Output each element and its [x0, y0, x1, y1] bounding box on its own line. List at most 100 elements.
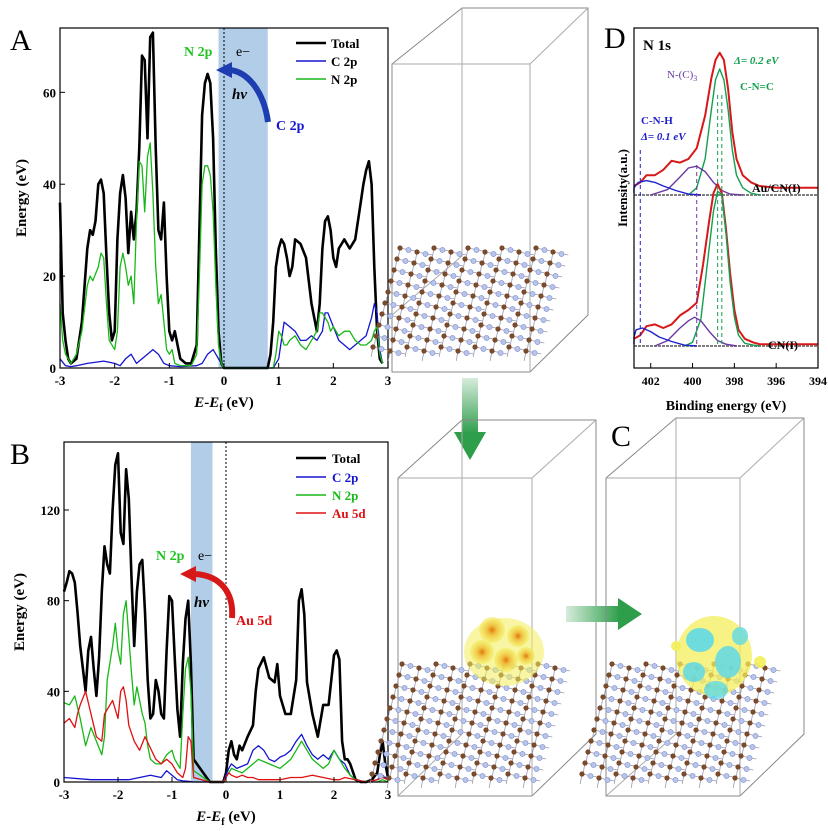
nitrogen-atom	[446, 346, 453, 352]
carbon-atom	[459, 267, 465, 273]
nitrogen-atom	[607, 766, 614, 772]
nitrogen-atom	[480, 711, 487, 717]
carbon-atom	[379, 311, 385, 317]
carbon-atom	[698, 775, 704, 781]
box-inner-edges-c	[605, 417, 805, 797]
nitrogen-atom	[401, 328, 408, 334]
carbon-atom	[543, 698, 549, 704]
legend-a-total: Total	[331, 36, 360, 51]
panel-b-x-tick-label: 2	[331, 787, 338, 802]
nitrogen-atom	[692, 762, 699, 768]
carbon-atom	[682, 709, 688, 715]
nitrogen-atom	[746, 755, 753, 761]
xps-cn-i-c-n-c	[683, 190, 760, 347]
nitrogen-atom	[689, 773, 696, 779]
carbon-atom	[427, 326, 433, 332]
carbon-atom	[492, 337, 498, 343]
panel-a-hv-annotation: hν	[232, 87, 247, 103]
nitrogen-atom	[508, 733, 515, 739]
carbon-atom	[382, 300, 388, 306]
nitrogen-atom	[628, 689, 635, 695]
nitrogen-atom	[407, 306, 414, 312]
nitrogen-atom	[668, 667, 675, 673]
carbon-atom	[664, 775, 670, 781]
nitrogen-atom	[495, 291, 502, 297]
carbon-atom	[389, 764, 395, 770]
nitrogen-atom	[693, 700, 700, 706]
transition-arrow-right-icon	[566, 598, 642, 630]
sample-label-au-cn: Au/CN(I)	[752, 181, 801, 195]
nitrogen-atom	[520, 689, 527, 695]
carbon-atom	[654, 687, 660, 693]
nitrogen-atom	[424, 302, 431, 308]
carbon-atom	[494, 753, 500, 759]
nitrogen-atom	[445, 773, 452, 779]
carbon-atom	[679, 720, 685, 726]
carbon-atom	[547, 260, 553, 266]
panel-a-x-tick-label: -2	[109, 373, 120, 388]
nitrogen-atom	[436, 258, 443, 264]
carbon-atom	[418, 716, 424, 722]
carbon-atom	[457, 764, 463, 770]
carbon-atom	[426, 753, 432, 759]
nitrogen-atom	[518, 273, 525, 279]
carbon-atom	[491, 764, 497, 770]
carbon-atom	[660, 665, 666, 671]
carbon-atom	[439, 282, 445, 288]
carbon-atom	[620, 687, 626, 693]
nitrogen-atom	[732, 740, 739, 746]
nitrogen-atom	[429, 350, 436, 356]
carbon-atom	[469, 720, 475, 726]
xps-cn-i-fit	[633, 183, 818, 346]
carbon-atom	[410, 322, 416, 328]
panel-a-legend: Total C 2p N 2p	[296, 36, 360, 87]
nitrogen-atom	[485, 751, 492, 757]
nitrogen-atom	[715, 744, 722, 750]
nitrogen-atom	[681, 744, 688, 750]
nitrogen-atom	[540, 317, 547, 323]
nitrogen-atom	[667, 729, 674, 735]
carbon-atom	[599, 764, 605, 770]
panel-b-x-tick-label: -1	[167, 787, 178, 802]
carbon-atom	[735, 764, 741, 770]
nitrogen-atom	[426, 718, 433, 724]
carbon-atom	[506, 344, 512, 350]
nitrogen-atom	[505, 744, 512, 750]
nitrogen-atom	[430, 280, 437, 286]
nitrogen-atom	[500, 696, 507, 702]
nitrogen-atom	[514, 711, 521, 717]
carbon-atom	[600, 694, 606, 700]
carbon-atom	[693, 727, 699, 733]
nitrogen-atom	[421, 313, 428, 319]
carbon-atom	[510, 271, 516, 277]
nitrogen-atom	[630, 740, 637, 746]
carbon-atom	[676, 731, 682, 737]
carbon-atom	[448, 249, 454, 255]
nitrogen-atom	[444, 295, 451, 301]
carbon-atom	[537, 720, 543, 726]
carbon-atom	[470, 293, 476, 299]
nitrogen-atom	[622, 711, 629, 717]
nitrogen-atom	[675, 766, 682, 772]
carbon-atom	[424, 694, 430, 700]
nitrogen-atom	[554, 689, 561, 695]
panel-a-series-n-2p	[59, 142, 384, 369]
carbon-atom	[406, 760, 412, 766]
nitrogen-atom	[452, 324, 459, 330]
cn-lattice-au-loaded	[369, 661, 571, 788]
nitrogen-atom	[422, 251, 429, 257]
nitrogen-atom	[489, 313, 496, 319]
nitrogen-atom	[458, 302, 465, 308]
nitrogen-atom	[477, 722, 484, 728]
carbon-atom	[546, 687, 552, 693]
nitrogen-atom	[386, 740, 393, 746]
nitrogen-atom	[380, 762, 387, 768]
nitrogen-atom	[418, 324, 425, 330]
nitrogen-atom	[520, 324, 527, 330]
nitrogen-atom	[645, 685, 652, 691]
carbon-atom	[474, 760, 480, 766]
carbon-atom	[424, 337, 430, 343]
panel-d-xps-chart: 402 400 398 396 394 N 1s Intensity(a.u.) Bin…	[615, 27, 827, 414]
panel-b-au5d-annotation: Au 5d	[236, 614, 272, 629]
carbon-atom	[497, 742, 503, 748]
